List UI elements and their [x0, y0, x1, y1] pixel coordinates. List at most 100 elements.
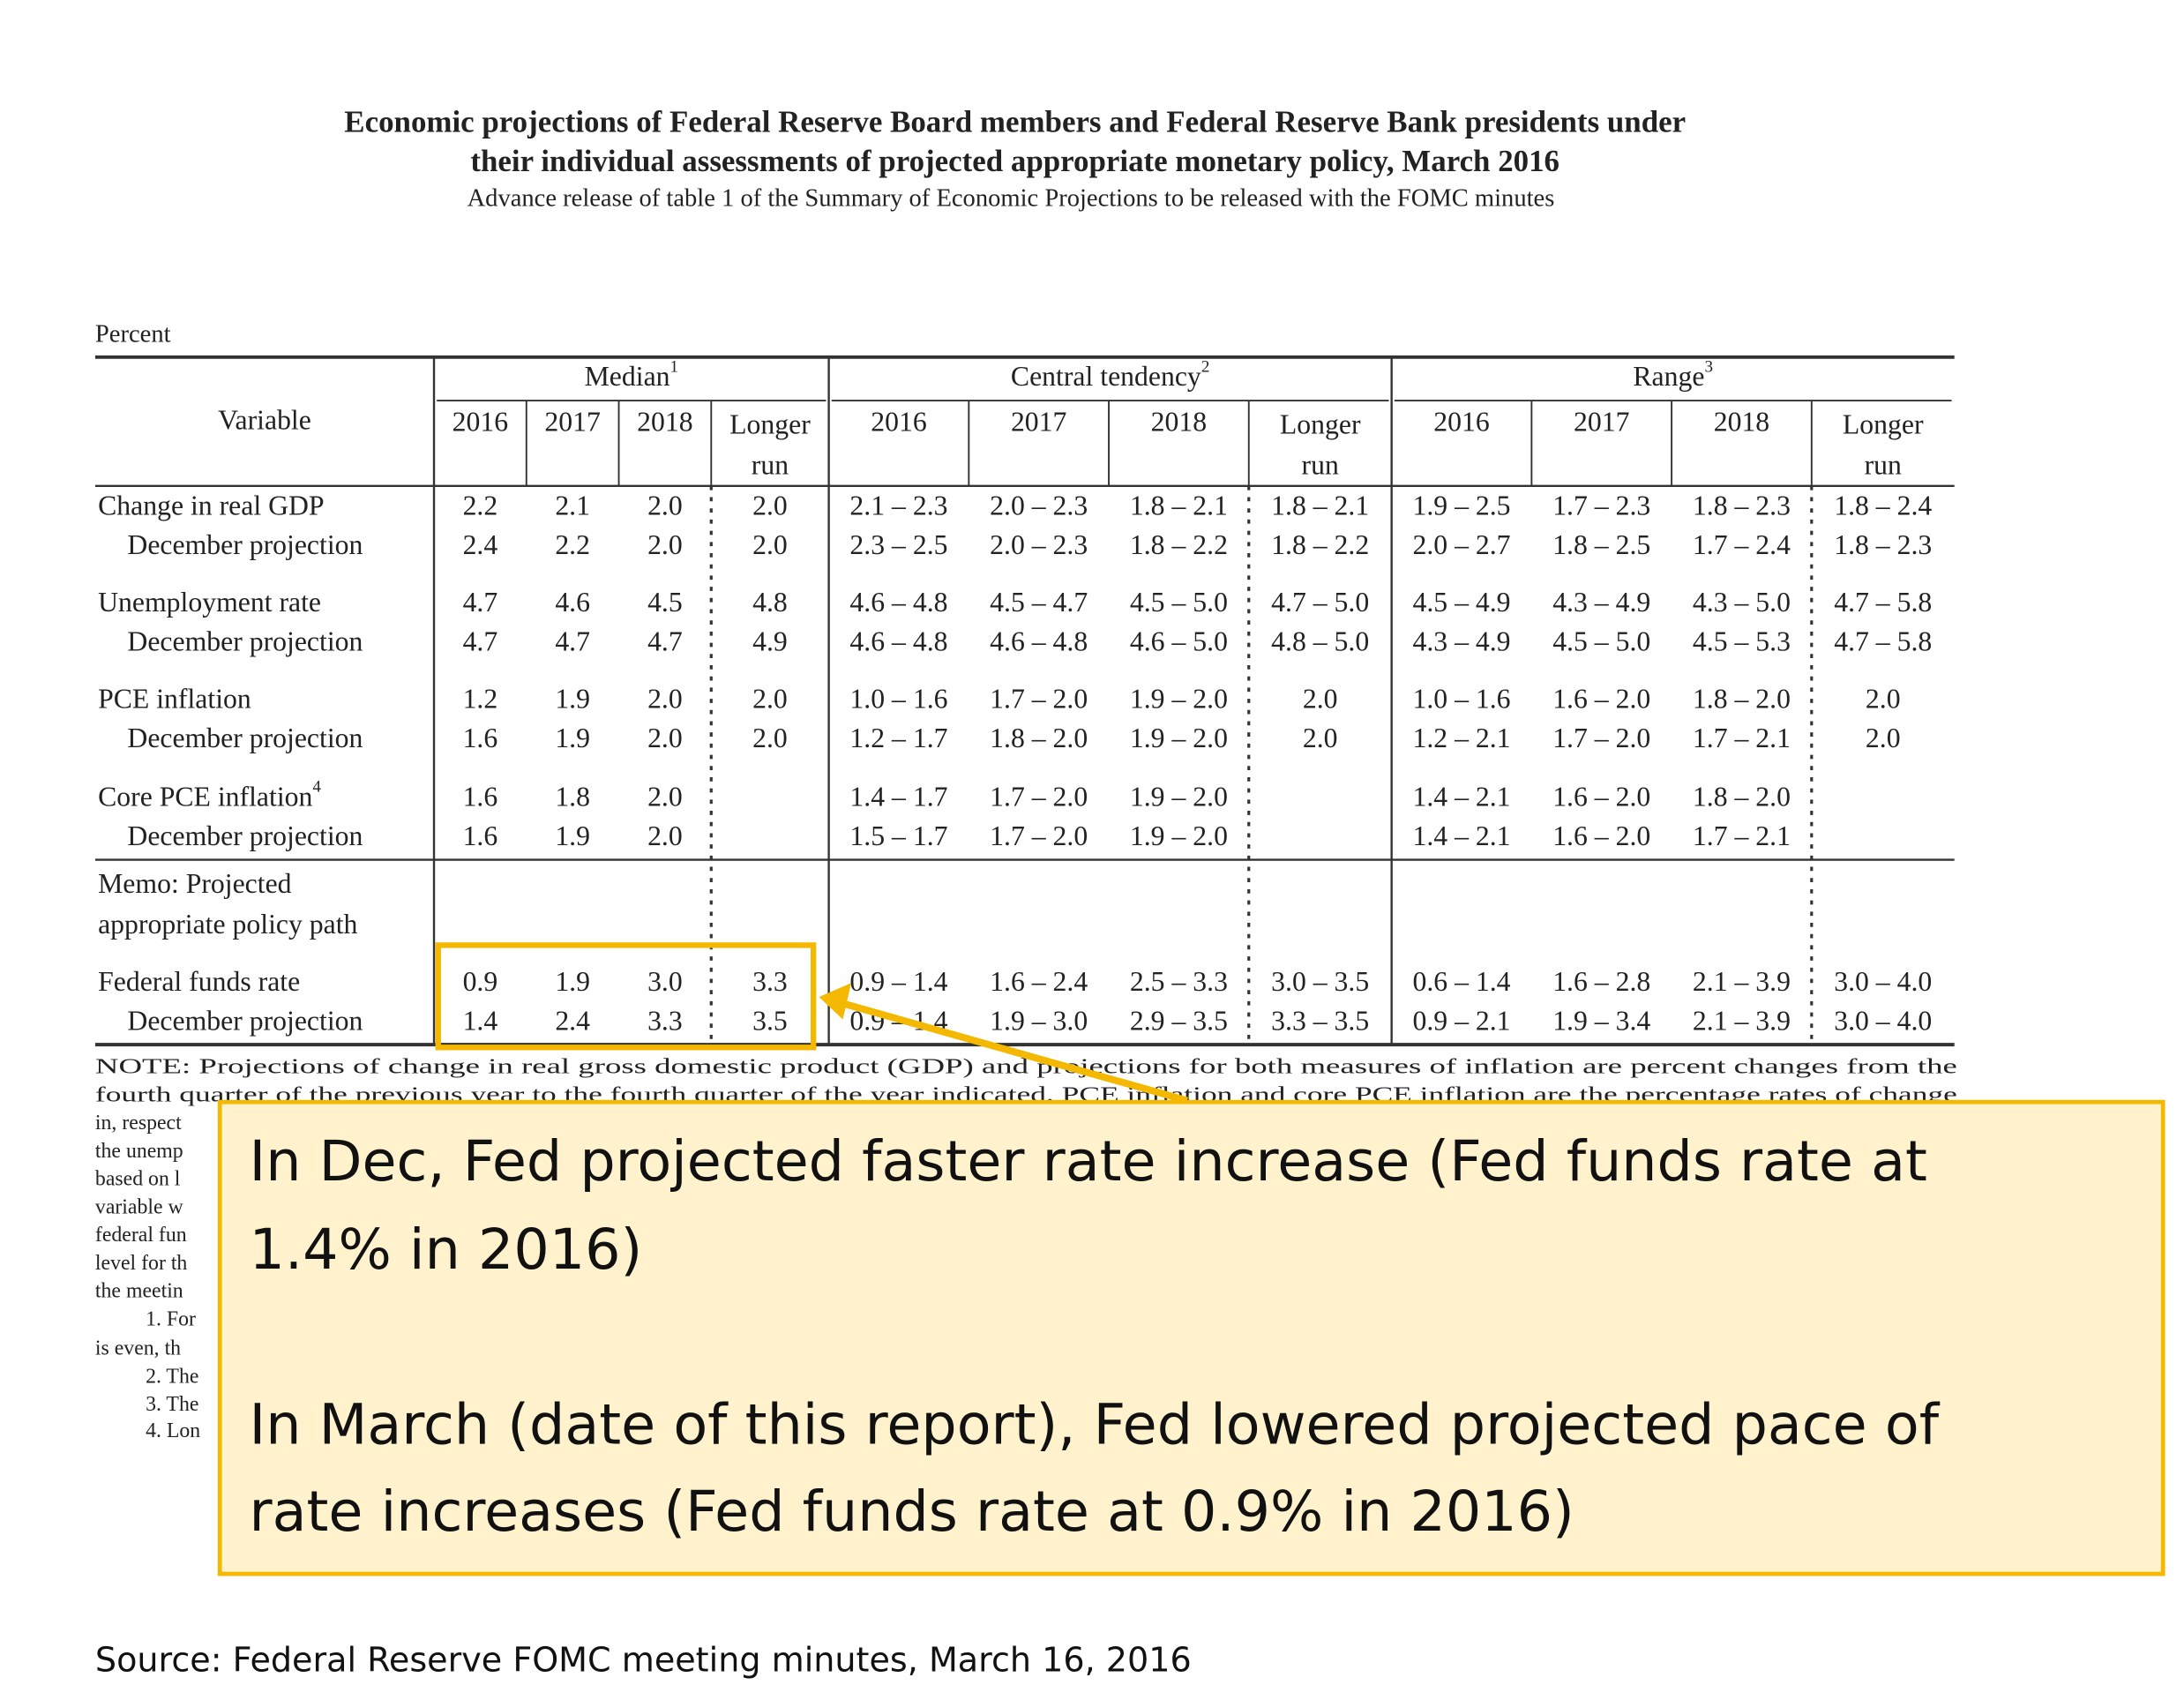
group-header: Range3	[1633, 358, 1713, 393]
arrow-line	[839, 999, 1189, 1105]
column-header: 2018	[1151, 406, 1207, 437]
cell: 2.2	[555, 529, 590, 560]
cell: 2.0	[647, 782, 683, 813]
row-label: Unemployment rate	[98, 587, 321, 618]
cell: 4.7 – 5.8	[1834, 625, 1932, 656]
cell: 1.6	[463, 782, 498, 813]
cell: 2.0	[1866, 723, 1901, 753]
row-label: Federal funds rate	[98, 966, 300, 997]
column-header: Longer	[1843, 408, 1924, 439]
cell: 4.3 – 4.9	[1412, 625, 1510, 656]
cell: 2.3 – 2.5	[849, 529, 947, 560]
cell: 1.9 – 2.0	[1130, 723, 1228, 753]
cell: 1.6 – 2.0	[1552, 782, 1650, 813]
cell: 1.7 – 2.0	[990, 820, 1088, 851]
cell: 1.8 – 2.4	[1834, 491, 1932, 521]
footnote-mark: 2	[1201, 358, 1210, 377]
cell: 2.0	[647, 723, 683, 753]
cell: 3.3	[647, 1006, 683, 1037]
callout-box	[217, 1099, 2165, 1576]
cell: 1.8 – 2.2	[1130, 529, 1228, 560]
cell: 2.0	[752, 491, 788, 521]
column-header: 2018	[1714, 406, 1769, 437]
cell: 2.1	[555, 491, 590, 521]
note-fragment: federal fun	[95, 1224, 187, 1247]
cell: 1.8 – 2.1	[1130, 491, 1228, 521]
cell: 1.8	[555, 782, 590, 813]
cell: 1.9	[555, 684, 590, 715]
callout-text: rate increases (Fed funds rate at 0.9% i…	[250, 1479, 1574, 1544]
cell: 1.4 – 1.7	[849, 782, 947, 813]
cell: 1.9 – 2.0	[1130, 782, 1228, 813]
cell: 4.5 – 4.7	[990, 587, 1088, 618]
group-header-text: Median	[585, 361, 670, 392]
cell: 1.2 – 2.1	[1412, 723, 1510, 753]
column-header: 2016	[453, 406, 508, 437]
column-header: 2018	[637, 406, 692, 437]
cell: 1.6 – 2.4	[990, 966, 1088, 997]
cell: 4.6 – 4.8	[849, 625, 947, 656]
cell: 2.0	[752, 684, 788, 715]
cell: 4.7	[647, 625, 683, 656]
note-fragment: based on l	[95, 1168, 181, 1191]
cell: 1.7 – 2.1	[1693, 723, 1791, 753]
cell: 0.9	[463, 966, 498, 997]
footnote-mark: 3	[1704, 358, 1713, 377]
cell: 1.6 – 2.8	[1552, 966, 1650, 997]
cell: 4.6	[555, 587, 590, 618]
cell: 2.0 – 2.3	[990, 491, 1088, 521]
group-header: Central tendency2	[1011, 358, 1209, 393]
title-line: their individual assessments of projecte…	[470, 144, 1559, 178]
cell: 4.5 – 5.3	[1693, 625, 1791, 656]
cell: 1.9 – 2.0	[1130, 684, 1228, 715]
note-fragment: the unemp	[95, 1140, 183, 1163]
cell: 4.6 – 5.0	[1130, 625, 1228, 656]
source: Source: Federal Reserve FOMC meeting min…	[95, 1641, 1192, 1680]
cell: 0.6 – 1.4	[1412, 966, 1510, 997]
row-label: December projection	[127, 529, 363, 560]
cell: 1.9 – 2.5	[1412, 491, 1510, 521]
cell: 3.3	[752, 966, 788, 997]
cell: 0.9 – 1.4	[849, 966, 947, 997]
note-line: NOTE: Projections of change in real gros…	[95, 1056, 1957, 1079]
note-fragment: the meetin	[95, 1280, 183, 1303]
memo-label: appropriate policy path	[98, 909, 357, 940]
content: Economic projections of Federal Reserve …	[95, 104, 1957, 1679]
footnote-mark: 1	[670, 358, 679, 377]
cell: 1.7 – 2.4	[1693, 529, 1791, 560]
cell: 1.2 – 1.7	[849, 723, 947, 753]
cell: 4.7	[463, 625, 498, 656]
cell: 1.4 – 2.1	[1412, 820, 1510, 851]
cell: 1.7 – 2.3	[1552, 491, 1650, 521]
cell: 4.5 – 5.0	[1130, 587, 1228, 618]
cell: 1.9 – 3.0	[990, 1006, 1088, 1037]
cell: 1.9	[555, 966, 590, 997]
note-fragment: variable w	[95, 1195, 184, 1218]
callout-text: In Dec, Fed projected faster rate increa…	[250, 1128, 1927, 1194]
cell: 4.5	[647, 587, 683, 618]
cell: 4.9	[752, 625, 788, 656]
note-fragment: level for th	[95, 1252, 188, 1275]
cell: 1.4 – 2.1	[1412, 782, 1510, 813]
arrow-head	[819, 983, 852, 1020]
cell: 2.4	[463, 529, 498, 560]
cell: 1.6 – 2.0	[1552, 820, 1650, 851]
highlight-box	[435, 942, 817, 1051]
column-header: 2017	[1574, 406, 1629, 437]
cell: 4.6 – 4.8	[990, 625, 1088, 656]
column-header: Longer	[1280, 408, 1361, 439]
cell: 4.5 – 5.0	[1552, 625, 1650, 656]
cell: 2.0 – 2.3	[990, 529, 1088, 560]
row-label-text: Core PCE inflation	[98, 782, 312, 813]
cell: 0.9 – 2.1	[1412, 1006, 1510, 1037]
table-rules	[94, 355, 1955, 1047]
note-fragment: 1. For	[146, 1307, 196, 1330]
cell: 2.1 – 3.9	[1693, 966, 1791, 997]
group-header-text: Range	[1633, 361, 1704, 392]
group-header: Median1	[585, 358, 678, 393]
cell: 2.0	[752, 723, 788, 753]
cell: 1.8 – 2.1	[1271, 491, 1369, 521]
variable-header: Variable	[218, 405, 311, 436]
cell: 1.8 – 2.3	[1834, 529, 1932, 560]
